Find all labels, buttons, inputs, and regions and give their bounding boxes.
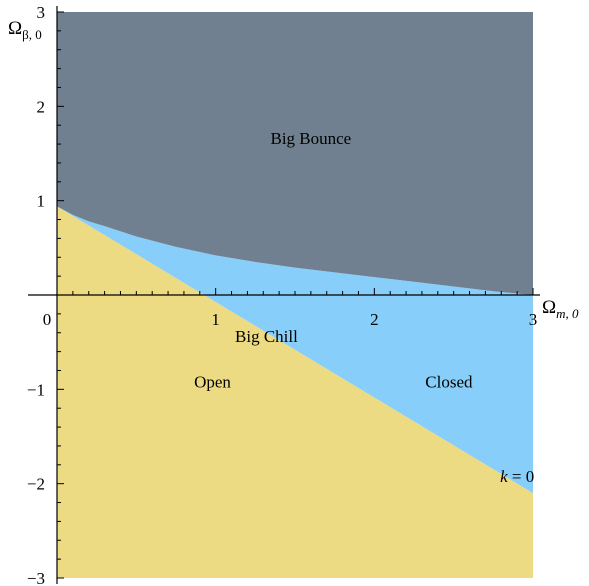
x-tick-label: 3 — [529, 310, 538, 329]
open-region — [57, 206, 533, 578]
regions-layer — [57, 12, 533, 578]
y-axis-title: Ωβ, 0 — [8, 18, 42, 42]
closed-region — [57, 206, 533, 494]
y-tick-label: −3 — [27, 569, 45, 586]
y-tick-label: −1 — [27, 380, 45, 399]
x-tick-label: 2 — [370, 310, 379, 329]
origin-tick-label: 0 — [43, 310, 52, 329]
x-axis-title: Ωm, 0 — [542, 297, 579, 321]
axes-layer — [28, 6, 540, 584]
big-bounce-region — [57, 12, 533, 295]
x-tick-label: 1 — [211, 310, 220, 329]
k-zero-label: k = 0 — [500, 467, 534, 486]
y-tick-label: 3 — [37, 3, 46, 22]
closed-label: Closed — [425, 372, 473, 391]
y-tick-label: 1 — [37, 192, 46, 211]
y-tick-label: 2 — [37, 97, 46, 116]
big-chill-label: Big Chill — [235, 327, 298, 346]
y-tick-label: −2 — [27, 475, 45, 494]
big-bounce-label: Big Bounce — [270, 129, 351, 148]
open-label: Open — [194, 372, 231, 391]
